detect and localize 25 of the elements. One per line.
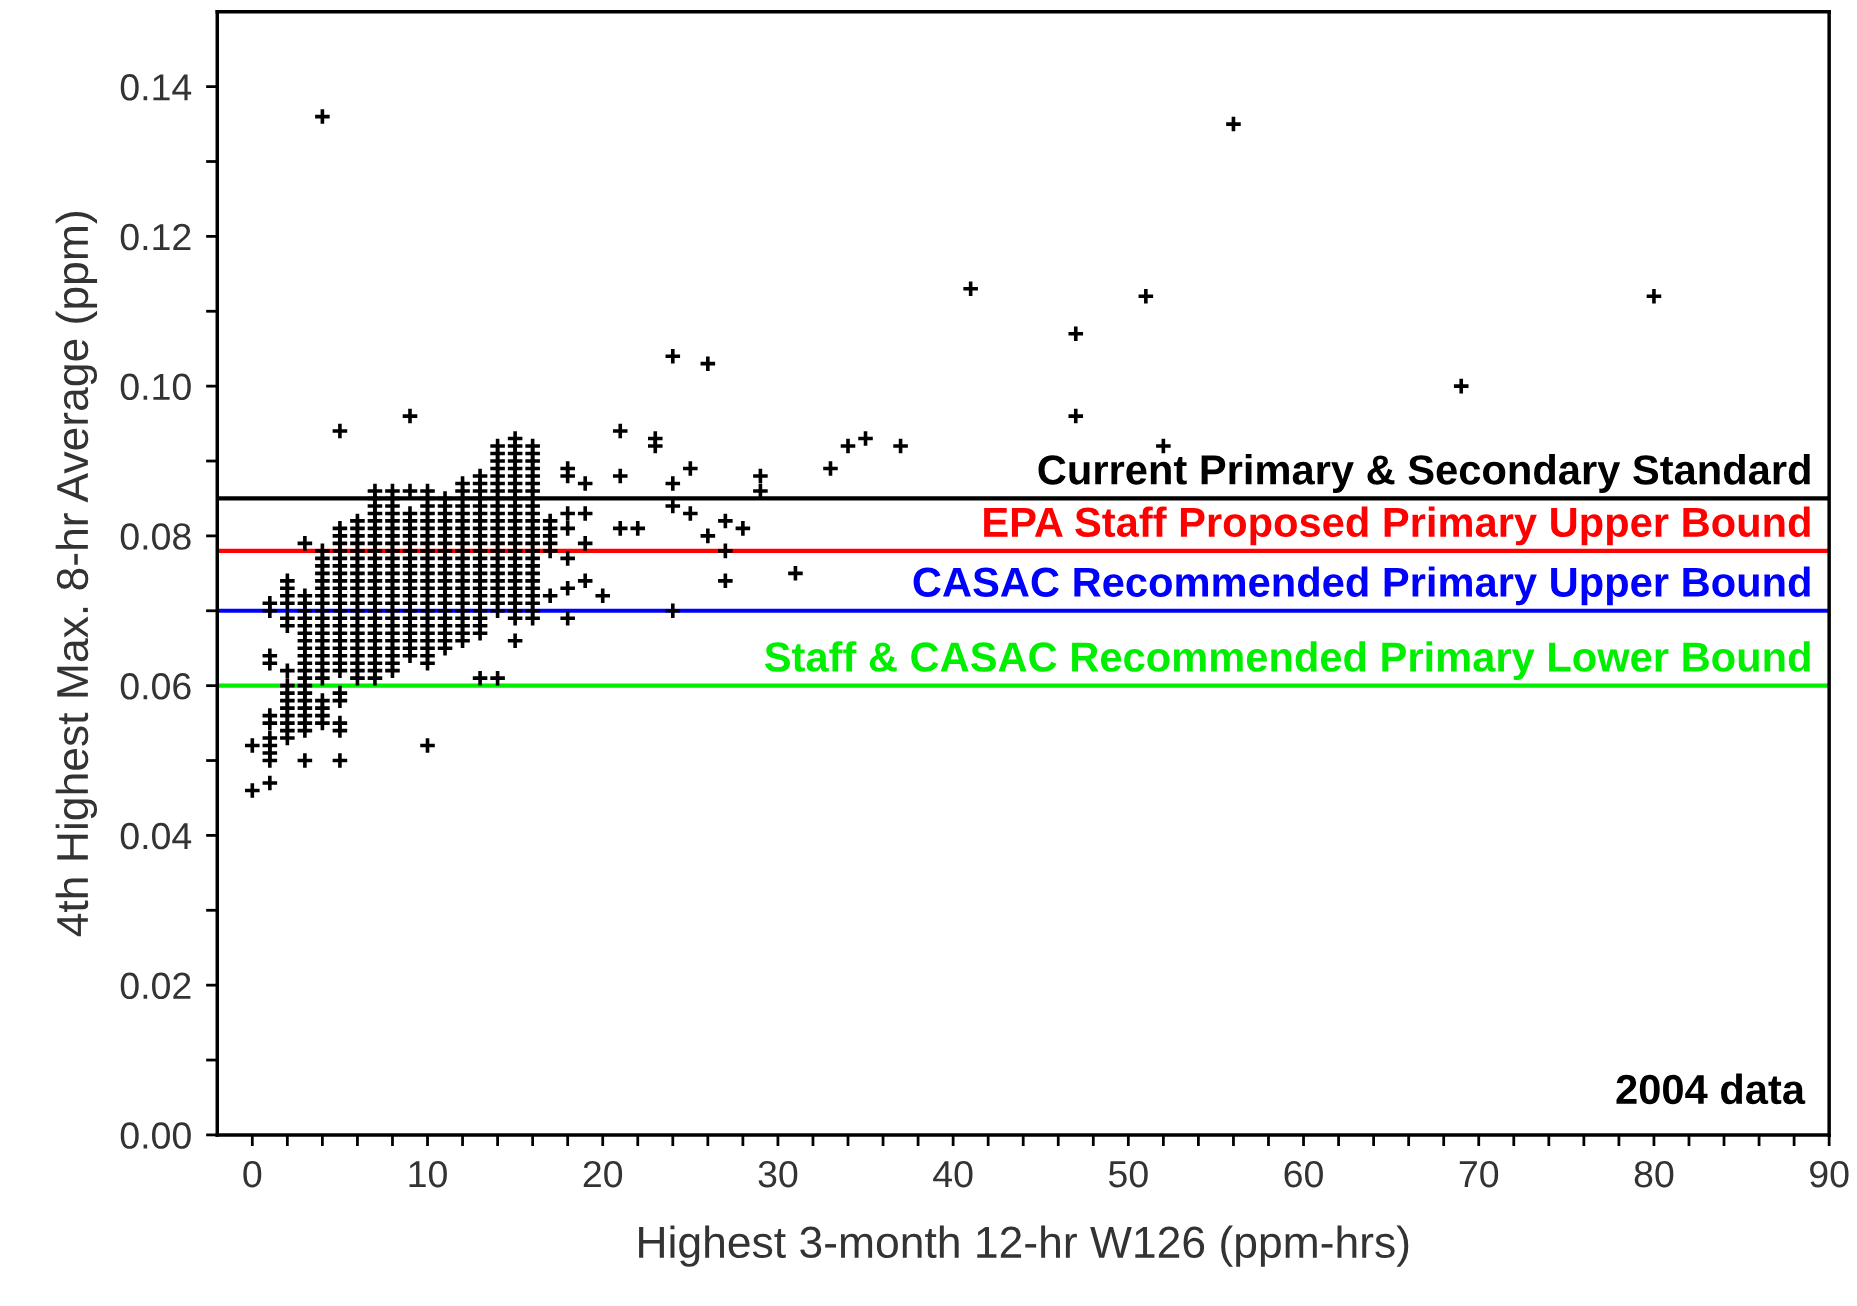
y-tick-label: 0.02 <box>120 972 191 1000</box>
x-tick-label: 30 <box>758 1160 798 1188</box>
y-tick-label: 0.00 <box>120 1122 191 1149</box>
x-tick-label: 70 <box>1459 1160 1499 1188</box>
y-tick-label: 0.14 <box>120 74 192 101</box>
y-axis-title: 4th Highest Max. 8-hr Average (ppm) <box>55 212 98 937</box>
annotation: 2004 data <box>1616 1073 1806 1105</box>
y-tick-label: 0.04 <box>120 822 192 850</box>
y-tick-label: 0.12 <box>120 223 191 251</box>
x-tick-label: 10 <box>409 1160 447 1188</box>
x-tick-label: 0 <box>243 1160 262 1188</box>
x-tick-label: 20 <box>583 1160 623 1188</box>
y-tick-label: 0.10 <box>120 373 191 401</box>
y-tick-label: 0.06 <box>120 673 191 700</box>
ref-line-label: Current Primary & Secondary Standard <box>1038 454 1810 493</box>
ref-line-label: Staff & CASAC Recommended Primary Lower Bound <box>764 641 1810 681</box>
x-axis-title: Highest 3-month 12-hr W126 (ppm-hrs) <box>639 1225 1409 1267</box>
x-tick-label: 80 <box>1634 1160 1674 1188</box>
x-tick-label: 50 <box>1108 1160 1148 1188</box>
ref-line-label: EPA Staff Proposed Primary Upper Bound <box>984 506 1810 546</box>
ref-line-label: CASAC Recommended Primary Upper Bound <box>913 566 1810 606</box>
x-tick-label: 90 <box>1810 1160 1849 1188</box>
x-tick-label: 40 <box>933 1160 973 1188</box>
y-tick-label: 0.08 <box>120 523 191 550</box>
x-tick-label: 60 <box>1284 1160 1323 1188</box>
